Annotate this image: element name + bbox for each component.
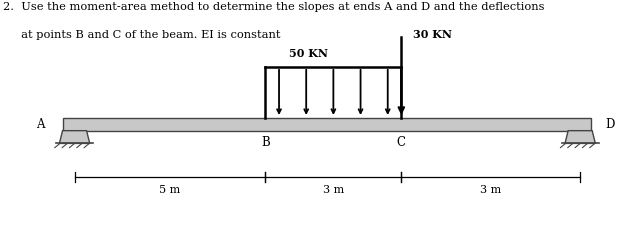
Text: C: C [397,136,406,149]
Polygon shape [565,131,595,144]
Text: A: A [35,117,44,130]
Text: 30 KN: 30 KN [413,29,452,40]
Text: B: B [261,136,270,149]
Text: 2.  Use the moment-area method to determine the slopes at ends A and D and the d: 2. Use the moment-area method to determi… [3,2,545,12]
Text: 3 m: 3 m [323,185,344,195]
Text: at points B and C of the beam. EI is constant: at points B and C of the beam. EI is con… [3,30,281,40]
Polygon shape [59,131,90,144]
Text: 50 KN: 50 KN [289,47,327,58]
Text: D: D [606,117,615,130]
Text: 5 m: 5 m [159,185,181,195]
Bar [63,118,591,131]
Text: 3 m: 3 m [480,185,501,195]
